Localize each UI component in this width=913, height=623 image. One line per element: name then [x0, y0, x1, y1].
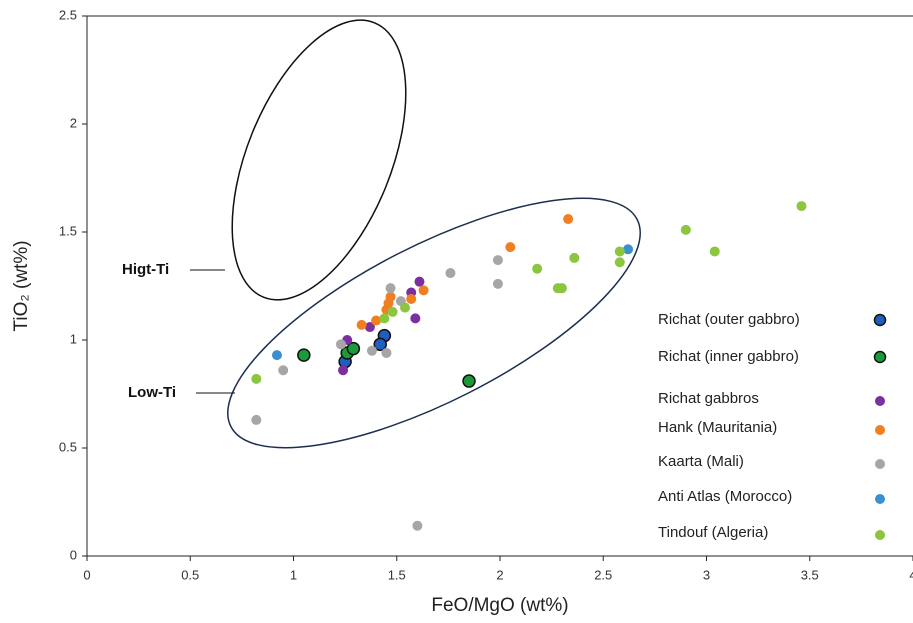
- x-tick-label: 1: [290, 567, 297, 582]
- y-tick-label: 0.5: [59, 439, 77, 454]
- data-point: [412, 520, 423, 531]
- legend-label: Tindouf (Algeria): [658, 524, 768, 541]
- legend-label: Richat (inner gabbro): [658, 348, 799, 365]
- legend-marker: [875, 396, 885, 406]
- x-tick-label: 3.5: [801, 567, 819, 582]
- data-point: [505, 242, 516, 253]
- y-axis-title: TiO₂ (wt%): [11, 240, 32, 331]
- data-point: [364, 322, 375, 333]
- data-point: [338, 365, 349, 376]
- high-ti-field: [231, 19, 407, 301]
- data-point: [410, 313, 421, 324]
- legend-marker: [875, 459, 885, 469]
- data-point: [385, 291, 396, 302]
- data-point: [297, 348, 311, 362]
- data-point: [680, 224, 691, 235]
- data-point: [418, 285, 429, 296]
- data-point: [335, 339, 346, 350]
- low-ti-field: [227, 197, 641, 449]
- data-point: [623, 244, 634, 255]
- data-point: [614, 257, 625, 268]
- data-point: [379, 313, 390, 324]
- data-point: [709, 246, 720, 257]
- legend-label: Kaarta (Mali): [658, 453, 744, 470]
- x-tick-label: 3: [703, 567, 710, 582]
- legend-label: Hank (Mauritania): [658, 419, 777, 436]
- data-point: [373, 337, 387, 352]
- data-point: [563, 214, 574, 225]
- y-tick-label: 1: [70, 331, 77, 346]
- legend-marker: [875, 494, 885, 504]
- legend-marker: [873, 350, 887, 364]
- data-point: [796, 201, 807, 212]
- data-point: [271, 350, 282, 361]
- x-tick-label: 2.5: [594, 567, 612, 582]
- y-tick-label: 1.5: [59, 223, 77, 238]
- x-tick-label: 1.5: [388, 567, 406, 582]
- x-tick-label: 0.5: [181, 567, 199, 582]
- data-point: [569, 252, 580, 263]
- data-point: [356, 319, 367, 330]
- data-point: [346, 341, 361, 356]
- data-point: [462, 374, 476, 388]
- legend-marker: [875, 530, 885, 540]
- data-point: [406, 293, 417, 304]
- annotation: Higt-Ti: [122, 261, 169, 278]
- data-point: [381, 347, 392, 358]
- data-point: [445, 268, 456, 279]
- y-tick-label: 0: [70, 547, 77, 562]
- data-point: [278, 365, 289, 376]
- y-tick-label: 2.5: [59, 7, 77, 22]
- x-tick-label: 2: [496, 567, 503, 582]
- x-tick-label: 0: [83, 567, 90, 582]
- y-tick-label: 2: [70, 115, 77, 130]
- data-point: [614, 246, 625, 257]
- x-tick-label: 4: [909, 567, 913, 582]
- x-axis-title: FeO/MgO (wt%): [431, 595, 568, 616]
- annotation: Low-Ti: [128, 384, 176, 401]
- data-point: [400, 302, 411, 313]
- data-point: [414, 276, 425, 287]
- data-point: [552, 283, 563, 294]
- plot-frame: [86, 15, 913, 557]
- data-point: [387, 306, 398, 317]
- legend-label: Richat gabbros: [658, 390, 759, 407]
- data-point: [492, 278, 503, 289]
- legend-marker: [875, 425, 885, 435]
- data-point: [532, 263, 543, 274]
- data-point: [385, 283, 396, 294]
- data-point: [371, 315, 382, 326]
- data-point: [251, 373, 262, 384]
- data-point: [251, 414, 262, 425]
- data-point: [366, 345, 377, 356]
- legend-marker: [873, 313, 887, 327]
- legend-label: Anti Atlas (Morocco): [658, 488, 792, 505]
- data-point: [492, 255, 503, 266]
- legend-label: Richat (outer gabbro): [658, 311, 800, 328]
